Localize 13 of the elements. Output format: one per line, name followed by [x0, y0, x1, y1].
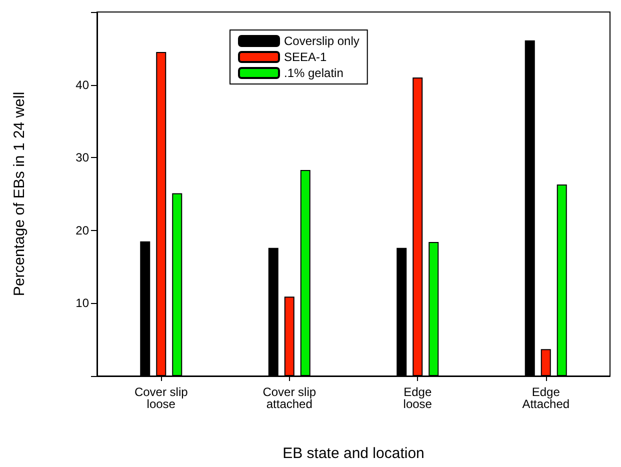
x-axis-title: EB state and location — [282, 445, 424, 462]
y-axis-title: Percentage of EBs in 1 24 well — [11, 92, 28, 296]
y-tick-label: 10 — [76, 296, 90, 310]
x-tick-label: Cover slip loose — [134, 385, 188, 411]
legend-label: .1% gelatin — [284, 66, 344, 80]
y-tick-label: 40 — [76, 78, 90, 92]
y-tick-label: 20 — [76, 223, 90, 238]
x-tick-label: Cover slip attached — [262, 385, 316, 411]
x-tick-label: Edge Attached — [522, 385, 570, 411]
legend-label: SEEA-1 — [284, 50, 328, 64]
y-tick-label: 30 — [76, 150, 90, 165]
x-tick-label: Edge loose — [403, 385, 432, 411]
legend-label: Coverslip only — [284, 34, 360, 48]
